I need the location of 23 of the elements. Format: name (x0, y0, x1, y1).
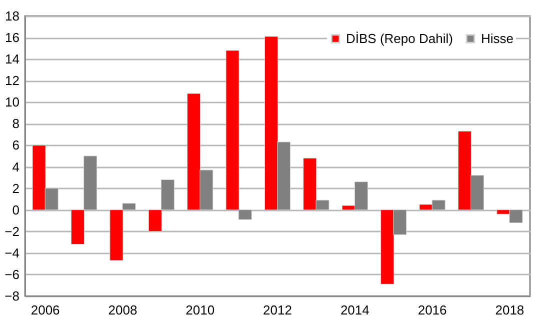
y-tick-label: 0 (12, 202, 20, 218)
x-tick-label: 2010 (186, 302, 215, 318)
y-tick-label: 10 (5, 94, 20, 110)
y-tick-label: 14 (5, 52, 20, 67)
x-tick-label: 2014 (340, 302, 370, 318)
x-tick-label: 2016 (418, 302, 447, 318)
legend-label: DİBS (Repo Dahil) (346, 30, 453, 46)
y-tick-label: 16 (5, 30, 20, 46)
x-tick-label: 2018 (495, 302, 524, 318)
y-tick-label: 18 (5, 8, 20, 24)
y-tick-label: 12 (5, 73, 20, 88)
y-tick-label: 8 (12, 116, 20, 132)
x-tick-label: 2008 (108, 302, 138, 318)
y-tick-label: −6 (4, 266, 20, 282)
y-tick-label: 6 (12, 138, 20, 153)
x-tick-label: 2006 (30, 302, 60, 318)
y-tick-label: 4 (12, 159, 20, 174)
y-tick-label: 2 (12, 180, 20, 196)
legend-label: Hisse (481, 30, 514, 46)
x-tick-label: 2012 (263, 302, 292, 318)
y-tick-label: −2 (4, 224, 20, 239)
y-tick-label: −4 (4, 245, 20, 260)
y-tick-label: −8 (4, 288, 20, 304)
